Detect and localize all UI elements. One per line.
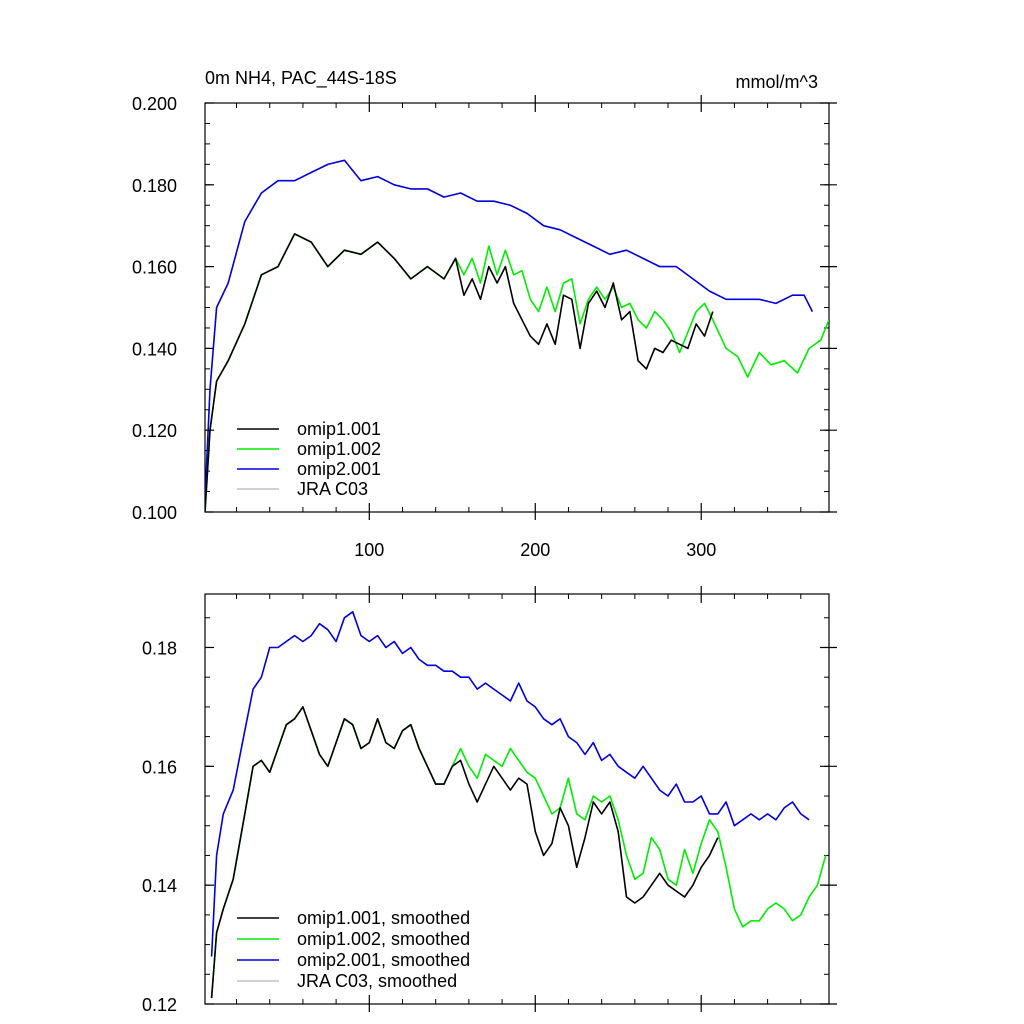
panel-bottom: 0.12 0.14 0.16 0.18 omip1.001, smoothedomip1… (142, 586, 837, 1015)
y-tick-label: 0.16 (142, 757, 177, 777)
y-tick-label: 0.180 (132, 176, 177, 196)
legend-label-2: omip1.002 (297, 439, 381, 459)
y-tick-label: 0.200 (132, 94, 177, 114)
series-line-3 (210, 610, 810, 957)
legend-label-1: omip1.001, smoothed (297, 908, 470, 928)
units-label: mmol/m^3 (736, 72, 818, 92)
plot-area-top: 100 200 300 0.100 0.120 0.140 0.160 0.180 0.200 o… (132, 94, 837, 560)
y-tick-label: 0.14 (142, 876, 177, 896)
series-line-3 (205, 159, 814, 500)
y-tick-label: 0.18 (142, 638, 177, 658)
x-tick-label: 200 (520, 540, 550, 560)
y-tick-label: 0.100 (132, 503, 177, 523)
plot-area-bottom: 0.12 0.14 0.16 0.18 omip1.001, smoothedomip1… (142, 586, 837, 1015)
legend-label-4: JRA C03 (297, 479, 368, 499)
y-tick-label: 0.12 (142, 995, 177, 1015)
series-line-1 (205, 233, 714, 512)
legend-label-2: omip1.002, smoothed (297, 929, 470, 949)
legend-label-4: JRA C03, smoothed (297, 971, 457, 991)
series-line-1 (210, 706, 719, 999)
legend-label-3: omip2.001 (297, 459, 381, 479)
chart-title: 0m NH4, PAC_44S-18S (205, 68, 397, 89)
x-tick-label: 100 (354, 540, 384, 560)
panel-top: 0m NH4, PAC_44S-18S mmol/m^3 100 200 300 0.… (132, 68, 837, 560)
plot-frame (204, 593, 830, 1005)
y-tick-label: 0.140 (132, 339, 177, 359)
legend-label-3: omip2.001, smoothed (297, 950, 470, 970)
y-tick-label: 0.120 (132, 421, 177, 441)
x-tick-label: 300 (686, 540, 716, 560)
legend-label-1: omip1.001 (297, 419, 381, 439)
y-tick-label: 0.160 (132, 258, 177, 278)
